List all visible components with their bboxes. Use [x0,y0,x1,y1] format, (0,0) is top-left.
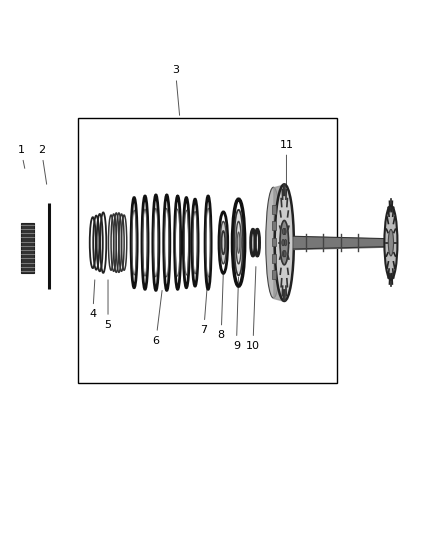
Ellipse shape [237,232,240,253]
Text: 9: 9 [233,277,240,351]
Bar [21,223,34,273]
Text: 4: 4 [89,280,96,319]
Text: 5: 5 [105,280,112,330]
Ellipse shape [389,229,393,256]
Ellipse shape [282,239,284,246]
Ellipse shape [275,184,294,301]
Text: 6: 6 [152,290,162,346]
Ellipse shape [283,251,285,257]
Bar [78,118,336,383]
Ellipse shape [385,206,397,280]
Bar [272,254,276,263]
Text: 2: 2 [38,145,47,184]
Text: 11: 11 [279,140,293,192]
Bar [272,270,276,279]
Text: 8: 8 [218,274,225,341]
Ellipse shape [266,187,281,298]
Ellipse shape [283,228,286,235]
Ellipse shape [283,251,286,257]
Ellipse shape [283,228,285,235]
Ellipse shape [234,210,243,276]
Text: 7: 7 [200,277,208,335]
Ellipse shape [280,221,289,265]
Ellipse shape [220,221,226,264]
Text: 1: 1 [18,145,25,168]
Text: 10: 10 [246,266,260,351]
Bar [272,221,276,230]
Text: 3: 3 [172,66,180,115]
Ellipse shape [284,239,287,246]
Bar [272,205,276,214]
Bar [272,238,276,246]
